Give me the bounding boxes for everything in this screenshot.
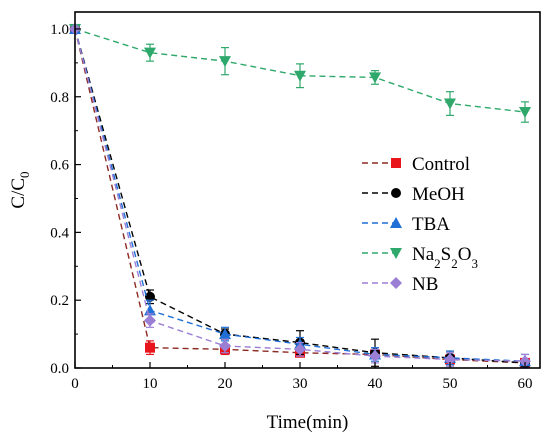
y-axis-title-main: C/C	[8, 178, 29, 209]
legend: Control MeOH TBA Na2S2O3 NB	[362, 154, 478, 295]
legend-item-3: Na2S2O3	[362, 244, 478, 271]
y-tick-label: 0.6	[50, 158, 69, 174]
data-point	[145, 342, 155, 353]
legend-marker	[391, 188, 401, 198]
legend-marker	[390, 248, 402, 259]
legend-label: MeOH	[412, 184, 465, 205]
series-3	[69, 23, 531, 123]
y-axis-title-subscript: 0	[17, 171, 32, 178]
series-4	[69, 22, 531, 369]
legend-label: TBA	[412, 214, 450, 235]
legend-label: Na2S2O3	[412, 244, 478, 271]
data-point	[144, 314, 156, 327]
data-point	[219, 56, 231, 68]
legend-item-2: TBA	[362, 214, 450, 235]
y-tick-label: 1.0	[50, 22, 69, 38]
data-point	[369, 72, 381, 84]
data-point	[369, 350, 381, 363]
y-axis-title: C/C0	[8, 171, 32, 208]
data-point	[219, 328, 231, 340]
x-tick-label: 20	[218, 376, 233, 392]
data-point	[519, 355, 531, 368]
data-point	[145, 291, 155, 302]
data-point	[144, 47, 156, 59]
legend-item-4: NB	[362, 274, 438, 295]
legend-item-1: MeOH	[362, 184, 465, 205]
plot-frame	[74, 11, 541, 369]
legend-label: NB	[412, 274, 438, 295]
legend-item-0: Control	[362, 154, 470, 175]
x-tick-label: 60	[518, 376, 533, 392]
legend-marker	[391, 158, 401, 168]
data-point	[444, 353, 456, 366]
y-tick-label: 0.8	[50, 90, 69, 106]
legend-marker	[390, 277, 402, 289]
y-tick-label: 0.0	[50, 361, 69, 377]
x-axis-title: Time(min)	[267, 412, 349, 433]
x-tick-label: 50	[443, 376, 458, 392]
x-tick-label: 0	[71, 376, 79, 392]
data-point	[294, 343, 306, 356]
legend-marker	[390, 217, 402, 228]
data-point	[219, 339, 231, 352]
data-point	[144, 304, 156, 316]
y-tick-label: 0.4	[50, 225, 69, 241]
x-tick-label: 10	[143, 376, 158, 392]
legend-label: Control	[412, 154, 470, 175]
data-point	[294, 70, 306, 82]
data-point	[444, 98, 456, 110]
x-tick-label: 30	[293, 376, 308, 392]
data-point	[519, 107, 531, 119]
x-tick-label: 40	[368, 376, 383, 392]
axes: 0 10 20 30 40 50 60 0.0 0.2 0.4 0.6 0.8 1.0	[50, 11, 541, 392]
plot-area	[69, 22, 531, 369]
y-tick-label: 0.2	[50, 293, 69, 309]
